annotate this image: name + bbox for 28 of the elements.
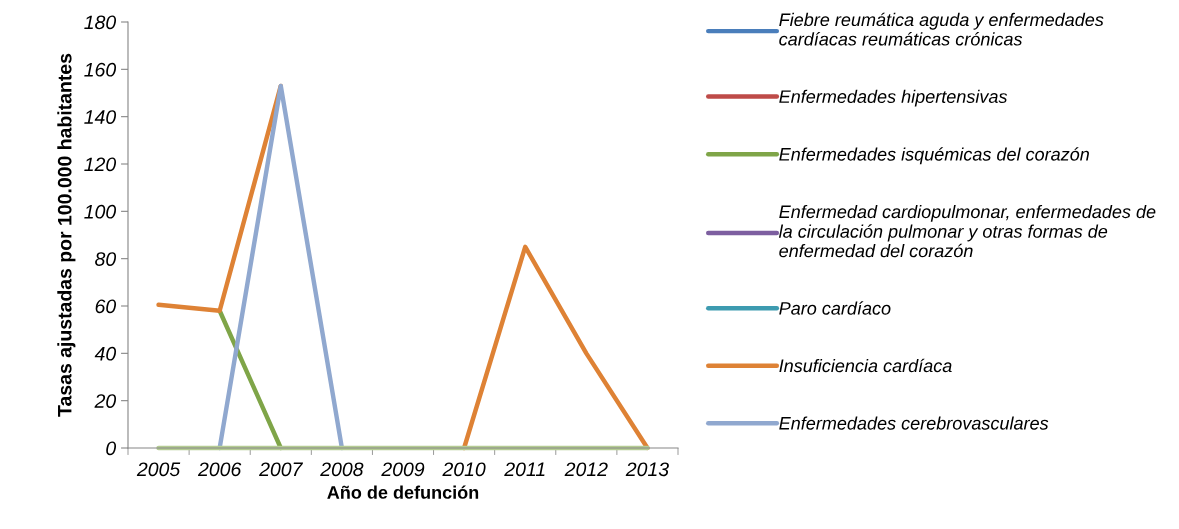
x-tick-label: 2007 (259, 462, 304, 477)
y-tick-label: 120 (84, 157, 117, 172)
legend-label: Enfermedad cardiopulmonar, enfermedades de la circulación pulmonar y otras formas de enfermedad del corazón (778, 204, 1156, 258)
y-tick-label: 20 (94, 394, 117, 408)
legend-label: Paro cardíaco (779, 301, 891, 315)
x-tick-label: 2006 (197, 462, 242, 477)
x-tick-label: 2005 (136, 462, 181, 477)
legend-label: Insuficiencia cardíaca (779, 358, 952, 373)
y-tick-label: 140 (84, 110, 117, 124)
y-tick-label: 80 (95, 252, 117, 266)
y-axis-title: Tasas ajustadas por 100.000 habitantes (57, 53, 76, 417)
legend-label: Fiebre reumática aguda y enfermedades cardíacas reumáticas crónicas (779, 12, 1104, 46)
legend-label: Enfermedades cerebrovasculares (779, 416, 1049, 430)
x-axis-title: Año de defunción (327, 485, 479, 499)
y-tick-label: 180 (84, 15, 117, 30)
legend-label: Enfermedades hipertensivas (779, 89, 1008, 107)
y-tick-label: 100 (84, 204, 117, 219)
legend-label: Enfermedades isquémicas del corazón (779, 147, 1089, 165)
x-tick-label: 2013 (625, 462, 669, 477)
y-tick-label: 60 (95, 299, 117, 314)
x-tick-label: 2011 (504, 462, 545, 477)
y-tick-label: 40 (94, 346, 117, 361)
x-tick-label: 2009 (381, 462, 425, 477)
x-tick-label: 2008 (320, 462, 364, 477)
y-tick-label: 0 (106, 441, 117, 456)
y-tick-label: 160 (84, 62, 117, 77)
x-tick-label: 2012 (564, 462, 608, 477)
x-tick-label: 2010 (442, 462, 486, 477)
